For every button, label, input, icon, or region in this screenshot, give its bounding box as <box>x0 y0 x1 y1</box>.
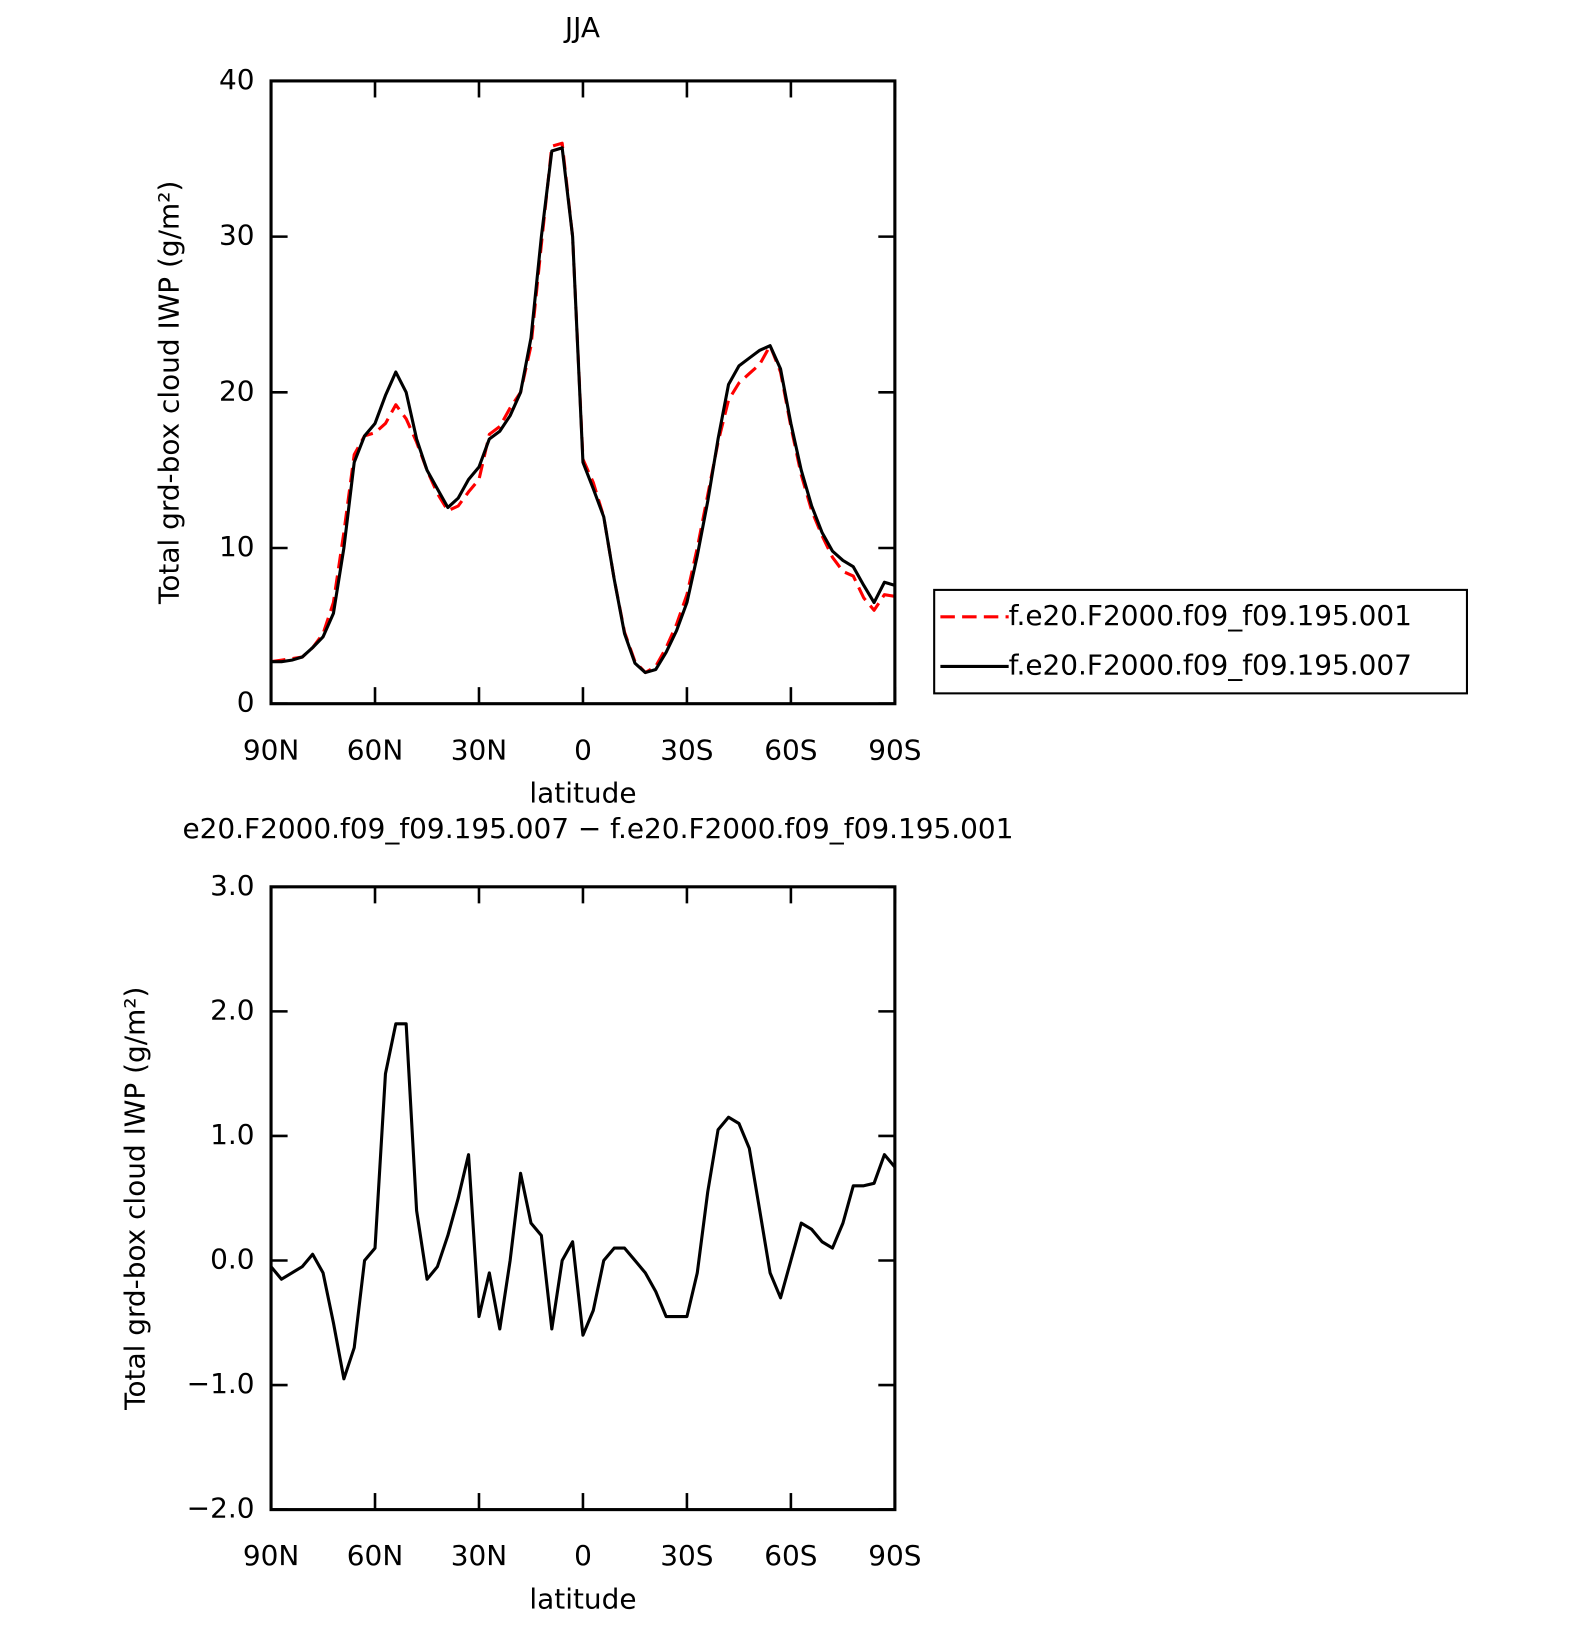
x-tick-label: 90S <box>868 733 921 766</box>
y-tick-label: 40 <box>219 63 255 96</box>
x-tick-label: 90S <box>868 1539 921 1572</box>
x-tick-label: 60S <box>764 1539 817 1572</box>
x-tick-label: 0 <box>574 733 592 766</box>
x-tick-label: 0 <box>574 1539 592 1572</box>
series-line <box>269 1022 897 1381</box>
x-tick-label: 30S <box>660 733 713 766</box>
y-tick-label: −1.0 <box>187 1367 255 1400</box>
x-axis-label: latitude <box>529 777 636 810</box>
x-axis-label: latitude <box>529 1583 636 1616</box>
y-tick-label: 10 <box>219 530 255 563</box>
x-tick-label: 60S <box>764 733 817 766</box>
y-tick-label: 30 <box>219 219 255 252</box>
y-tick-label: 20 <box>219 374 255 407</box>
legend-label: f.e20.F2000.f09_f09.195.001 <box>1009 599 1412 632</box>
legend-box <box>933 588 1468 695</box>
y-tick-label: 1.0 <box>210 1118 254 1151</box>
y-tick-label: 0 <box>237 686 255 719</box>
chart-title: JJA <box>563 11 600 44</box>
y-axis-label: Total grd-box cloud IWP (g/m²) <box>153 181 186 605</box>
x-tick-label: 90N <box>243 1539 299 1572</box>
chart-title: e20.F2000.f09_f09.195.007 − f.e20.F2000.… <box>182 812 1013 845</box>
x-tick-label: 30S <box>660 1539 713 1572</box>
series-line <box>271 146 896 675</box>
legend-label: f.e20.F2000.f09_f09.195.007 <box>1009 648 1412 681</box>
y-tick-label: 0.0 <box>210 1242 254 1275</box>
x-tick-label: 60N <box>347 1539 403 1572</box>
plot-frame <box>269 885 897 1512</box>
plot-frame <box>269 79 897 706</box>
x-tick-label: 30N <box>451 1539 507 1572</box>
x-tick-label: 60N <box>347 733 403 766</box>
y-axis-label: Total grd-box cloud IWP (g/m²) <box>119 987 152 1411</box>
y-tick-label: 3.0 <box>210 869 254 902</box>
x-tick-label: 90N <box>243 733 299 766</box>
x-tick-label: 30N <box>451 733 507 766</box>
y-tick-label: 2.0 <box>210 993 254 1026</box>
y-tick-label: −2.0 <box>187 1492 255 1525</box>
series-line <box>270 141 896 675</box>
